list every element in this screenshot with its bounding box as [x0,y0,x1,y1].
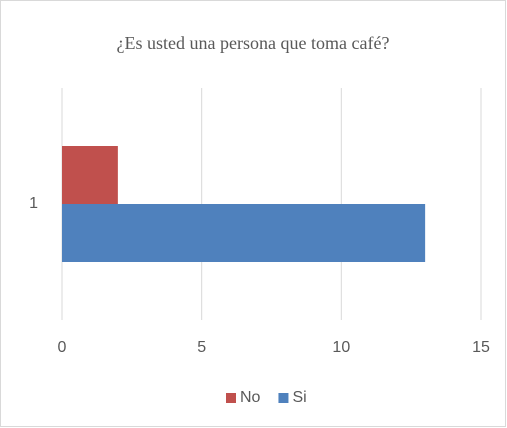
legend-label: Si [292,389,306,406]
x-tick-label: 15 [472,339,490,356]
legend-swatch [226,393,236,403]
x-tick-label: 5 [197,339,206,356]
x-tick-label: 0 [58,339,67,356]
bar [62,204,426,262]
bar [62,146,118,204]
x-tick-label: 10 [332,339,350,356]
y-tick-label: 1 [29,195,38,212]
legend-swatch [278,393,289,403]
legend-label: No [240,389,261,406]
chart-title: ¿Es usted una persona que toma café? [117,33,390,53]
